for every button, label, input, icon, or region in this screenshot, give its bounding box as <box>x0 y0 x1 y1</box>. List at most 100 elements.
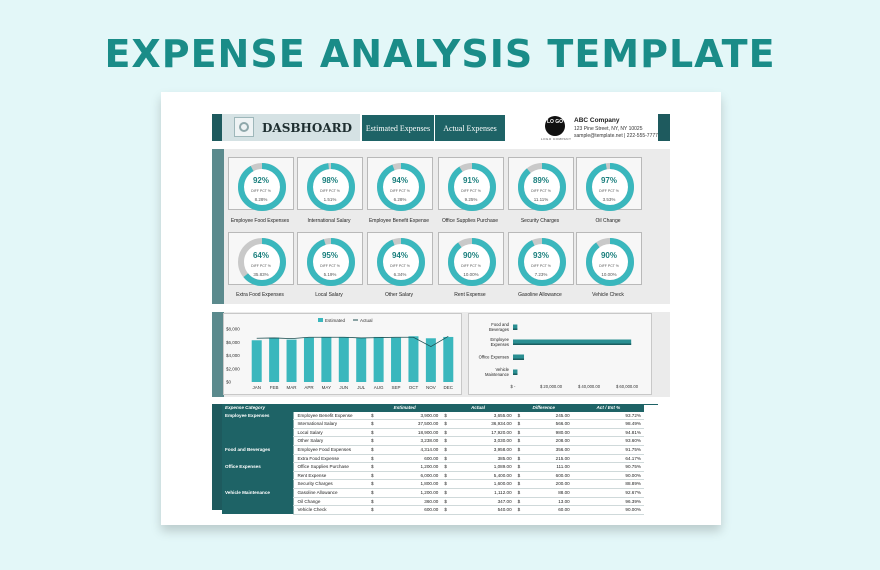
bar-estimated <box>303 337 314 382</box>
gauge-label: Other Salary <box>384 292 414 298</box>
bar-estimated <box>373 336 384 382</box>
gauge-card: 64% DIFF PCT % 35.83% <box>228 232 294 286</box>
row-category: Office Expenses <box>222 462 294 472</box>
gauge-panel-sidebar <box>212 149 224 304</box>
gauge-diff-value: 35.83% <box>253 272 269 277</box>
logo-subtext: LOGO COMPANY <box>541 137 572 141</box>
bar-estimated <box>408 336 419 382</box>
row-category <box>222 419 294 429</box>
table-edge <box>644 404 658 413</box>
gauge-card: 90% DIFF PCT % 10.00% <box>576 232 642 286</box>
row-category <box>222 497 294 506</box>
row-estimated: 4,314.00 <box>378 445 442 455</box>
row-actual: 1,600.00 <box>451 479 515 489</box>
category-label: Maintenance <box>485 372 510 377</box>
row-item: Extra Food Expense <box>293 454 368 464</box>
gauge-diff-label: DIFF PCT % <box>320 264 340 268</box>
row-category <box>222 505 294 515</box>
gauge-label: Gasoline Allowance <box>518 292 562 298</box>
gauge-diff-value: 11.11% <box>533 197 549 202</box>
gauge-label: Local Salary <box>315 292 343 298</box>
line-actual <box>256 335 449 348</box>
table-row: Vehicle Check $600.00 $540.00 $60.00 90.00% <box>222 505 644 515</box>
gauge-diff-value: 9.25% <box>464 197 478 202</box>
bar-estimated <box>338 336 349 382</box>
row-currency: $ <box>514 505 525 515</box>
x-tick-label: OCT <box>409 385 419 390</box>
row-estimated: 1,200.00 <box>378 462 442 472</box>
table-row: Office Expenses Office Supplies Purchase $… <box>222 462 644 472</box>
x-tick-label: $ 20,000.00 <box>540 384 563 389</box>
row-estimated: 37,500.00 <box>378 419 442 429</box>
gauge-percent: 98% <box>321 176 338 185</box>
gauge-card: 98% DIFF PCT % 1.51% <box>297 157 363 211</box>
gauge-card: 94% DIFF PCT % 6.34% <box>367 232 433 286</box>
row-currency: $ <box>514 454 525 464</box>
header-estimated: Estimated <box>368 404 442 412</box>
gauge-diff-label: DIFF PCT % <box>251 189 271 193</box>
gauge-diff-label: DIFF PCT % <box>461 189 481 193</box>
row-item: International Salary <box>293 419 368 429</box>
row-difference: 208.00 <box>524 436 573 446</box>
gauge-diff-value: 1.51% <box>323 197 337 202</box>
row-pct: 93.72% <box>572 411 644 421</box>
row-pct: 88.89% <box>572 479 644 489</box>
x-tick-label: MAR <box>287 385 298 390</box>
chart-panel-sidebar <box>212 312 224 397</box>
row-estimated: 600.00 <box>378 505 442 515</box>
gauge-percent: 97% <box>600 176 617 185</box>
table-row: Oil Change $360.00 $347.00 $13.00 96.39% <box>222 497 644 507</box>
table-header-row: Expense Category Estimated Actual Differ… <box>222 404 644 412</box>
bar-estimated <box>425 338 436 382</box>
y-tick-label: $0 <box>226 380 232 385</box>
estimated-expenses-button[interactable]: Estimated Expenses <box>362 115 434 141</box>
header-expense-category: Expense Category <box>222 404 368 412</box>
row-currency: $ <box>441 428 452 438</box>
y-tick-label: $2,000 <box>226 366 240 371</box>
bar-estimated <box>443 336 454 382</box>
logo-placeholder-icon <box>234 117 254 137</box>
row-currency: $ <box>514 436 525 446</box>
category-chart: Food and Beverages Employee Expenses Office … <box>468 313 652 395</box>
x-tick-label: JUL <box>357 385 365 390</box>
category-label: Expenses <box>491 342 509 347</box>
legend-estimated-swatch <box>318 318 323 322</box>
x-tick-label: $ 60,000.00 <box>616 384 639 389</box>
y-tick-label: $8,000 <box>226 327 240 332</box>
gauge-label: Vehicle Check <box>592 292 624 298</box>
row-currency: $ <box>514 428 525 438</box>
row-pct: 90.00% <box>572 471 644 481</box>
gauge-ring <box>448 238 496 286</box>
row-category <box>222 471 294 480</box>
row-category <box>222 454 294 463</box>
gauge-diff-value: 6.34% <box>393 272 407 277</box>
y-tick-label: $6,000 <box>226 340 240 345</box>
gauge-ring <box>518 163 566 211</box>
row-currency: $ <box>368 479 378 489</box>
legend-estimated: Estimated <box>325 318 346 323</box>
row-actual: 385.00 <box>451 454 515 464</box>
row-actual: 36,934.00 <box>451 419 515 429</box>
gauge-percent: 64% <box>252 251 269 260</box>
row-estimated: 360.00 <box>378 497 442 507</box>
row-item: Employee Food Expenses <box>293 445 368 455</box>
category-bar-shadow <box>513 358 525 360</box>
row-actual: 17,920.00 <box>451 428 515 438</box>
row-currency: $ <box>441 497 452 507</box>
gauge-ring <box>238 238 286 286</box>
row-difference: 13.00 <box>524 497 573 507</box>
row-currency: $ <box>441 436 452 446</box>
row-category <box>222 436 294 446</box>
row-currency: $ <box>514 462 525 472</box>
row-currency: $ <box>441 471 452 481</box>
category-bar <box>513 324 518 330</box>
row-currency: $ <box>368 436 378 446</box>
table-row: Employee Expenses Employee Benefit Expens… <box>222 411 644 421</box>
row-pct: 92.67% <box>572 488 644 498</box>
row-currency: $ <box>368 471 378 481</box>
gauge-diff-label: DIFF PCT % <box>599 189 619 193</box>
gauge-card: 89% DIFF PCT % 11.11% <box>508 157 574 211</box>
row-currency: $ <box>514 488 525 498</box>
actual-expenses-button[interactable]: Actual Expenses <box>434 115 505 141</box>
row-difference: 566.00 <box>524 419 573 429</box>
